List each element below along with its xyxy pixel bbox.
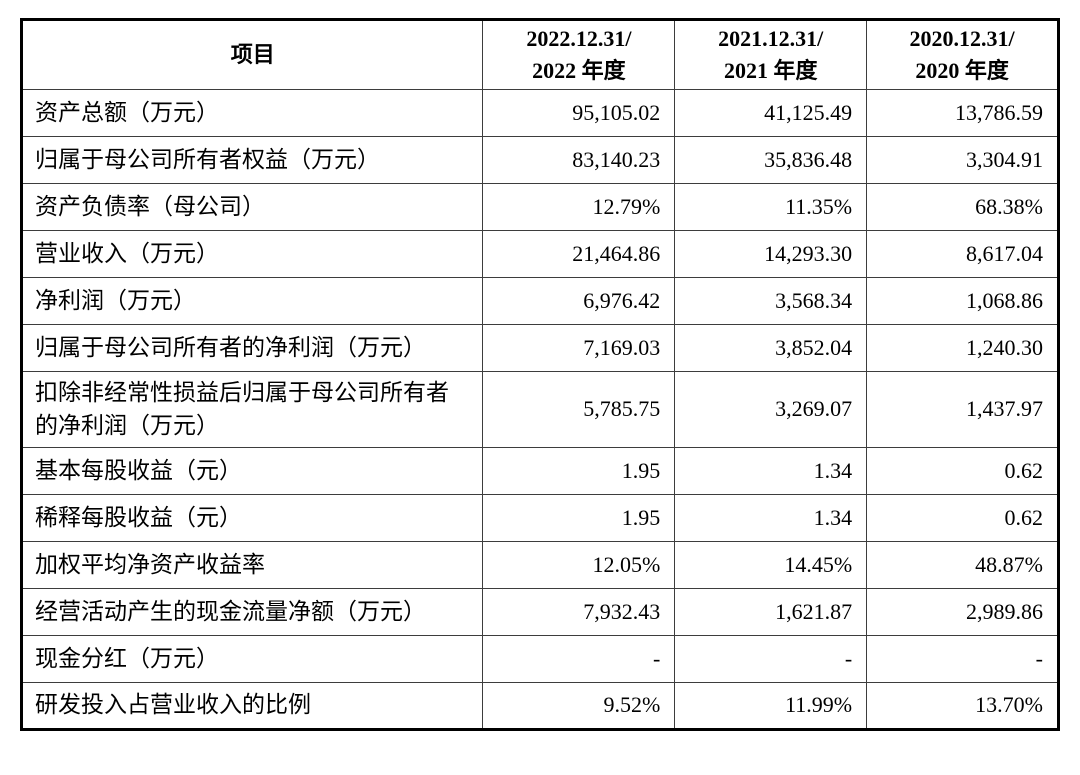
row-label: 净利润（万元）	[20, 277, 484, 325]
value-cell: 14.45%	[674, 541, 868, 589]
value-cell: 3,568.34	[674, 277, 868, 325]
value-cell: 1.34	[674, 494, 868, 542]
value-cell: -	[674, 635, 868, 683]
table-row: 资产负债率（母公司） 12.79% 11.35% 68.38%	[20, 183, 1059, 231]
header-cell-item: 项目	[20, 19, 484, 90]
row-label: 归属于母公司所有者权益（万元）	[20, 136, 484, 184]
table-row: 归属于母公司所有者权益（万元） 83,140.23 35,836.48 3,304.9…	[20, 136, 1059, 184]
table-row: 净利润（万元） 6,976.42 3,568.34 1,068.86	[20, 277, 1059, 325]
table-row: 扣除非经常性损益后归属于母公司所有者的净利润（万元） 5,785.75 3,269.…	[20, 371, 1059, 448]
value-cell: 21,464.86	[482, 230, 676, 278]
value-cell: 1,437.97	[866, 371, 1059, 448]
table-row: 稀释每股收益（元） 1.95 1.34 0.62	[20, 494, 1059, 542]
value-cell: 83,140.23	[482, 136, 676, 184]
value-cell: 1,240.30	[866, 324, 1059, 372]
value-cell: 95,105.02	[482, 89, 676, 137]
value-cell: 13.70%	[866, 682, 1059, 730]
value-cell: 1,068.86	[866, 277, 1059, 325]
value-cell: 5,785.75	[482, 371, 676, 448]
value-cell: 12.79%	[482, 183, 676, 231]
row-label: 现金分红（万元）	[20, 635, 484, 683]
table-row: 现金分红（万元） - - -	[20, 635, 1059, 683]
value-cell: 6,976.42	[482, 277, 676, 325]
row-label: 基本每股收益（元）	[20, 447, 484, 495]
value-cell: 9.52%	[482, 682, 676, 730]
row-label: 资产负债率（母公司）	[20, 183, 484, 231]
row-label: 营业收入（万元）	[20, 230, 484, 278]
table-row: 经营活动产生的现金流量净额（万元） 7,932.43 1,621.87 2,989.8…	[20, 588, 1059, 636]
value-cell: 8,617.04	[866, 230, 1059, 278]
value-cell: 11.35%	[674, 183, 868, 231]
table-row: 归属于母公司所有者的净利润（万元） 7,169.03 3,852.04 1,240.3…	[20, 324, 1059, 372]
table-row: 加权平均净资产收益率 12.05% 14.45% 48.87%	[20, 541, 1059, 589]
value-cell: 41,125.49	[674, 89, 868, 137]
value-cell: 7,932.43	[482, 588, 676, 636]
value-cell: 0.62	[866, 494, 1059, 542]
value-cell: 1.34	[674, 447, 868, 495]
row-label: 加权平均净资产收益率	[20, 541, 484, 589]
table-body: 资产总额（万元） 95,105.02 41,125.49 13,786.59 归属于母公…	[20, 89, 1059, 730]
row-label: 资产总额（万元）	[20, 89, 484, 137]
value-cell: 48.87%	[866, 541, 1059, 589]
value-cell: 35,836.48	[674, 136, 868, 184]
table-row: 研发投入占营业收入的比例 9.52% 11.99% 13.70%	[20, 682, 1059, 730]
value-cell: 3,852.04	[674, 324, 868, 372]
row-label: 经营活动产生的现金流量净额（万元）	[20, 588, 484, 636]
financial-summary-table: 项目 2022.12.31/ 2022 年度 2021.12.31/ 2021 …	[20, 18, 1060, 731]
value-cell: 2,989.86	[866, 588, 1059, 636]
table-row: 资产总额（万元） 95,105.02 41,125.49 13,786.59	[20, 89, 1059, 137]
value-cell: 11.99%	[674, 682, 868, 730]
value-cell: 0.62	[866, 447, 1059, 495]
value-cell: 3,304.91	[866, 136, 1059, 184]
value-cell: 13,786.59	[866, 89, 1059, 137]
value-cell: 1,621.87	[674, 588, 868, 636]
header-cell-period-2021: 2021.12.31/ 2021 年度	[674, 19, 868, 90]
row-label: 扣除非经常性损益后归属于母公司所有者的净利润（万元）	[20, 371, 484, 448]
value-cell: 7,169.03	[482, 324, 676, 372]
header-cell-period-2020: 2020.12.31/ 2020 年度	[866, 19, 1059, 90]
value-cell: 1.95	[482, 494, 676, 542]
value-cell: 68.38%	[866, 183, 1059, 231]
value-cell: 14,293.30	[674, 230, 868, 278]
value-cell: 3,269.07	[674, 371, 868, 448]
value-cell: -	[482, 635, 676, 683]
header-row: 项目 2022.12.31/ 2022 年度 2021.12.31/ 2021 …	[20, 19, 1059, 90]
table-row: 营业收入（万元） 21,464.86 14,293.30 8,617.04	[20, 230, 1059, 278]
value-cell: -	[866, 635, 1059, 683]
header-cell-period-2022: 2022.12.31/ 2022 年度	[482, 19, 676, 90]
row-label: 归属于母公司所有者的净利润（万元）	[20, 324, 484, 372]
value-cell: 1.95	[482, 447, 676, 495]
value-cell: 12.05%	[482, 541, 676, 589]
table-row: 基本每股收益（元） 1.95 1.34 0.62	[20, 447, 1059, 495]
row-label: 研发投入占营业收入的比例	[20, 682, 484, 730]
row-label: 稀释每股收益（元）	[20, 494, 484, 542]
